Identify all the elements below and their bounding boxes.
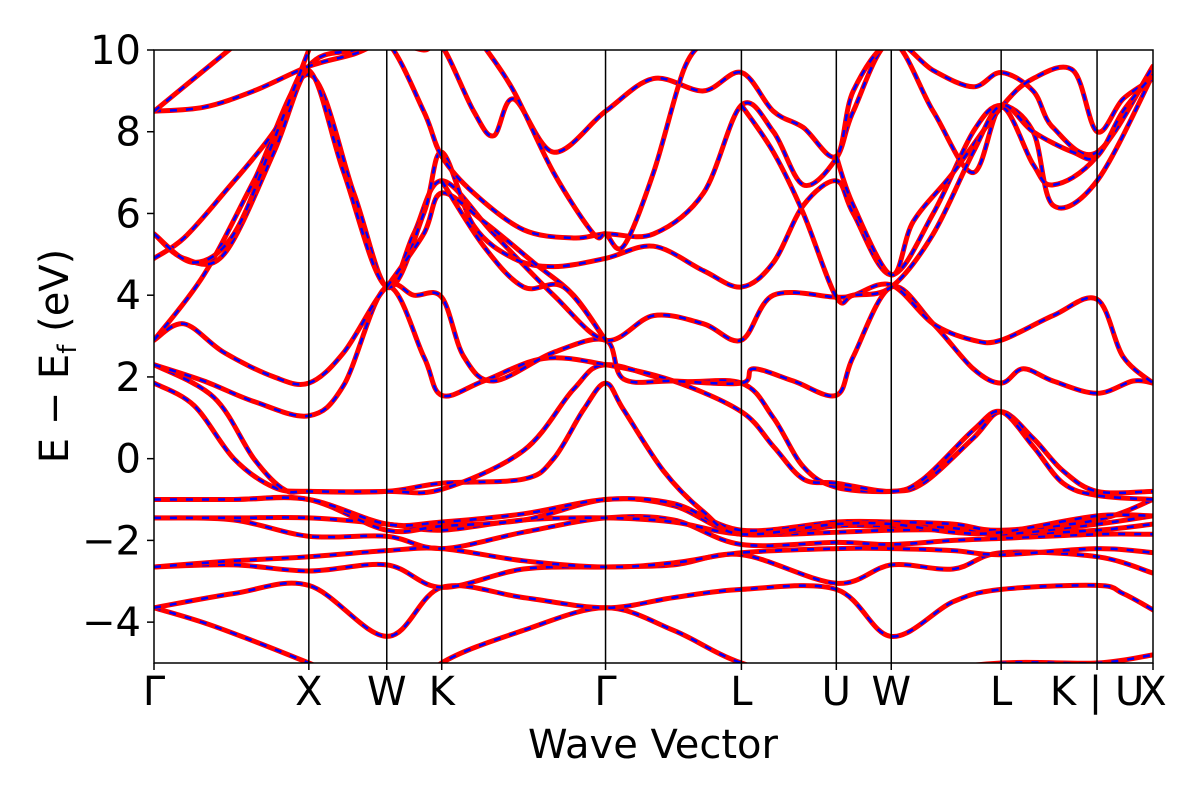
x-tick-label: K — [429, 669, 457, 715]
band-2 — [154, 580, 1153, 639]
x-tick-label: W — [871, 669, 911, 715]
band-line-blue-dashed — [154, 50, 310, 264]
y-tick-label: 8 — [116, 110, 141, 156]
band-line-blue-dashed — [154, 73, 1153, 385]
band-1 — [154, 605, 1153, 663]
x-tick-label: X — [295, 669, 322, 715]
band-line-blue-dashed — [154, 363, 1153, 495]
band-15 — [154, 50, 1153, 267]
band-line-blue-dashed — [154, 496, 1153, 532]
y-tick-label: −4 — [82, 600, 141, 646]
band-line-blue-dashed — [154, 50, 1153, 266]
y-axis-title-main: E − E — [32, 354, 78, 464]
band-4 — [154, 545, 1153, 570]
band-line-red — [483, 50, 699, 252]
band-21 — [483, 50, 699, 252]
band-16 — [154, 50, 1153, 160]
y-axis-title-subscript: f — [53, 344, 83, 354]
band-23 — [738, 72, 1153, 306]
band-line-red — [154, 380, 1153, 538]
x-tick-label: L — [730, 669, 753, 715]
band-line-blue-dashed — [154, 546, 1153, 569]
band-18 — [154, 50, 233, 114]
y-axis-title: E − Ef (eV) — [32, 249, 83, 464]
x-tick-label: K | U — [1050, 669, 1144, 715]
band-9 — [154, 380, 1153, 538]
x-tick-label: X — [1139, 669, 1166, 715]
band-line-blue-dashed — [154, 68, 1153, 289]
band-line-red — [833, 64, 1153, 278]
band-line-red — [154, 50, 312, 265]
band-line-blue-dashed — [154, 550, 1153, 589]
y-tick-label: 4 — [116, 273, 141, 319]
x-tick-label: L — [990, 669, 1013, 715]
band-14 — [154, 67, 1153, 290]
band-line-blue-dashed — [740, 73, 1153, 305]
bands-layer — [154, 50, 1153, 663]
band-line-red — [154, 50, 1153, 160]
band-22 — [833, 64, 1153, 278]
y-tick-label: −2 — [82, 518, 141, 564]
band-12 — [154, 281, 1153, 399]
band-line-red — [154, 605, 1153, 663]
kpoint-lines — [308, 50, 1098, 663]
y-axis-title-unit: (eV) — [32, 249, 78, 345]
y-tick-label: 0 — [116, 437, 141, 483]
band-line-red — [154, 72, 1153, 386]
band-17 — [154, 50, 312, 265]
y-tick-label: 10 — [90, 28, 141, 74]
y-axis: −4 −2 0 2 4 6 8 10 — [82, 28, 154, 646]
plot-frame — [153, 49, 1154, 664]
band-line-blue-dashed — [154, 515, 1153, 550]
band-line-blue-dashed — [154, 285, 1153, 501]
band-line-red — [154, 580, 1153, 639]
band-8 — [154, 495, 1153, 534]
x-tick-label: U — [822, 669, 851, 715]
band-line-blue-dashed — [154, 50, 231, 113]
y-tick-label: 2 — [116, 355, 141, 401]
band-line-blue-dashed — [485, 50, 697, 251]
band-20 — [439, 178, 608, 343]
x-tick-label: Γ — [143, 669, 166, 715]
band-13 — [154, 72, 1153, 386]
x-tick-label: W — [367, 669, 407, 715]
band-line-blue-dashed — [154, 282, 1153, 398]
band-line-blue-dashed — [440, 180, 607, 341]
band-line-red — [154, 284, 1153, 502]
x-axis-title: Wave Vector — [528, 722, 779, 768]
band-11 — [154, 284, 1153, 502]
band-line-red — [154, 495, 1153, 534]
y-tick-label: 6 — [116, 191, 141, 237]
band-line-blue-dashed — [154, 581, 1153, 638]
x-tick-label: Γ — [594, 669, 617, 715]
